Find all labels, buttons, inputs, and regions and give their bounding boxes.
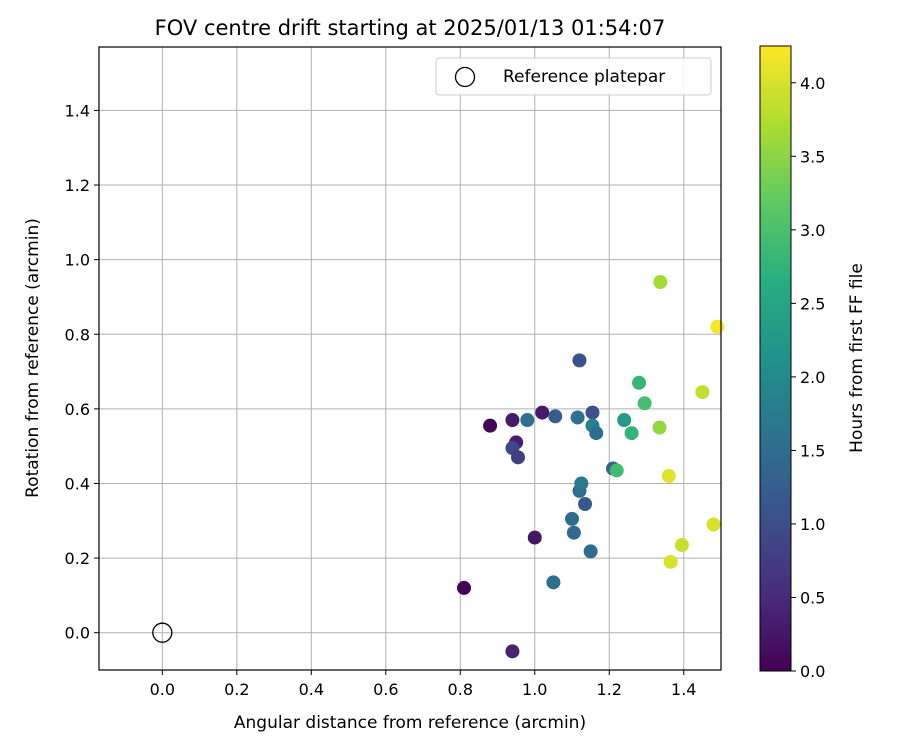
y-tick-label: 1.4	[65, 101, 90, 120]
x-tick-label: 0.6	[373, 680, 398, 699]
scatter-point	[457, 580, 472, 595]
y-tick-label: 1.0	[65, 251, 90, 270]
scatter-point	[609, 463, 624, 478]
data-points	[457, 275, 725, 659]
scatter-point	[632, 375, 647, 390]
scatter-point	[565, 511, 580, 526]
x-tick-label: 0.8	[448, 680, 473, 699]
legend: Reference platepar	[435, 57, 712, 96]
y-tick-label: 0.8	[65, 325, 90, 344]
scatter-point	[583, 544, 598, 559]
scatter-point	[585, 405, 600, 420]
x-tick-label: 0.0	[150, 680, 175, 699]
legend-marker	[454, 66, 476, 88]
scatter-point	[578, 496, 593, 511]
colorbar-tick-label: 4.0	[800, 74, 825, 93]
legend-box	[435, 57, 712, 96]
x-axis-label: Angular distance from reference (arcmin)	[234, 713, 586, 733]
colorbar-gradient	[759, 45, 792, 672]
grid-lines	[99, 47, 721, 670]
colorbar-tick-label: 1.5	[800, 441, 825, 460]
colorbar-tick-label: 2.5	[800, 294, 825, 313]
scatter-point	[653, 275, 668, 290]
scatter-point	[661, 469, 676, 484]
chart-title: FOV centre drift starting at 2025/01/13 …	[155, 16, 666, 40]
scatter-point	[505, 413, 520, 428]
scatter-point	[546, 575, 561, 590]
x-tick-label: 1.2	[597, 680, 622, 699]
scatter-point	[674, 538, 689, 553]
scatter-point	[548, 409, 563, 424]
scatter-point	[572, 353, 587, 368]
scatter-point	[663, 554, 678, 569]
scatter-point	[505, 644, 520, 659]
scatter-point	[652, 420, 667, 435]
colorbar-tick-label: 0.5	[800, 588, 825, 607]
y-tick-label: 0.4	[65, 474, 90, 493]
colorbar-label: Hours from first FF file	[847, 263, 867, 453]
scatter-point	[695, 385, 710, 400]
colorbar: 0.0 0.5 1.0 1.5 2.0 2.5 3.0 3.5 4.0 Hours from f…	[759, 45, 867, 681]
scatter-point	[520, 413, 535, 428]
x-tick-label: 1.4	[671, 680, 696, 699]
colorbar-tick-label: 3.5	[800, 147, 825, 166]
scatter-point	[624, 426, 639, 441]
legend-entry: Reference platepar	[503, 67, 665, 87]
scatter-point	[706, 517, 721, 532]
colorbar-ticks: 0.0 0.5 1.0 1.5 2.0 2.5 3.0 3.5 4.0	[791, 74, 825, 681]
x-tick-label: 0.2	[224, 680, 249, 699]
scatter-point	[637, 396, 652, 411]
scatter-point	[483, 418, 498, 433]
colorbar-tick-label: 0.0	[800, 662, 825, 681]
scatter-point	[535, 405, 550, 420]
scatter-point	[589, 426, 604, 441]
x-axis-ticks: 0.0 0.2 0.4 0.6 0.8 1.0 1.2 1.4	[150, 670, 696, 699]
scatter-point	[574, 476, 589, 491]
y-tick-label: 1.2	[65, 176, 90, 195]
x-tick-label: 0.4	[299, 680, 324, 699]
colorbar-tick-label: 1.0	[800, 515, 825, 534]
scatter-point	[617, 413, 632, 428]
colorbar-tick-label: 3.0	[800, 221, 825, 240]
reference-point	[152, 622, 173, 643]
y-axis-ticks: 0.0 0.2 0.4 0.6 0.8 1.0 1.2 1.4	[65, 101, 99, 643]
y-tick-label: 0.0	[65, 624, 90, 643]
scatter-point	[566, 525, 581, 540]
scatter-point	[710, 319, 725, 334]
scatter-point	[511, 450, 526, 465]
scatter-point	[570, 410, 585, 425]
y-axis-label: Rotation from reference (arcmin)	[23, 218, 43, 498]
plot-frame	[98, 46, 722, 671]
colorbar-tick-label: 2.0	[800, 368, 825, 387]
reference-marker	[152, 622, 173, 643]
y-tick-label: 0.2	[65, 549, 90, 568]
scatter-point	[527, 530, 542, 545]
y-tick-label: 0.6	[65, 400, 90, 419]
x-tick-label: 1.0	[522, 680, 547, 699]
